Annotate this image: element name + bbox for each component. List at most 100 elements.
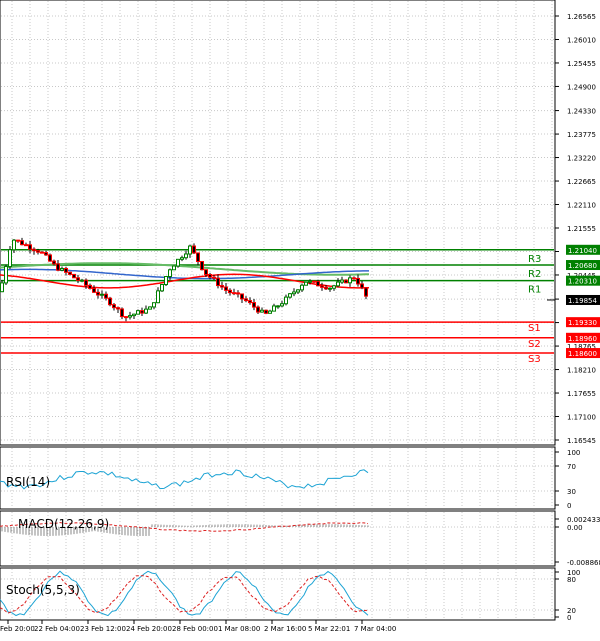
rsi-panel[interactable]: RSI(14) [0,446,556,510]
time-tick-label: 7 Mar 04:00 [354,625,396,633]
axis-tick-label: 100 [567,449,580,457]
price-tick-label: 1.23775 [567,131,596,139]
s2-price-text: 1.18960 [568,335,597,343]
macd-label: MACD(12,26,9) [18,517,109,531]
candle-body [208,273,212,278]
price-tick-label: 1.24900 [567,83,596,91]
price-panel[interactable]: R3 R2 R1 S1 S2 S3 [0,0,556,446]
candle-body [296,289,300,293]
axis-tick-label: 80 [567,576,576,584]
candle-body [276,305,280,308]
s1-label: S1 [528,323,541,334]
candle-body [84,279,88,286]
candle-body [64,267,68,273]
candle-body [328,287,332,290]
macd-signal-line [0,521,369,532]
candle-body [44,252,48,256]
candle-body [224,286,228,291]
candle-body [324,286,328,290]
candlesticks [0,237,368,322]
candle-body [336,281,340,287]
s3-price-text: 1.18600 [568,350,597,358]
r3-label: R3 [528,254,541,265]
time-tick-label: Feb 20:00 [0,625,35,633]
candle-body [172,265,176,271]
candle-body [80,279,84,282]
candle-body [176,258,180,267]
price-tick-label: 1.26565 [567,13,596,21]
candle-body [8,249,12,268]
candle-body [316,280,320,287]
candle-body [188,245,192,255]
current-price-tag [566,294,600,305]
candle-body [320,285,324,288]
candle-body [304,281,308,286]
price-tick-label: 1.22665 [567,178,596,186]
axis-tick-label: 70 [567,463,576,471]
candle-body [100,293,104,296]
price-tick-label: 1.17655 [567,390,596,398]
r1-price-text: 1.20310 [568,278,597,286]
candle-body [28,244,32,250]
candle-body [192,245,196,254]
r1-price-tag [566,275,600,286]
axis-tick-label: 0 [567,614,571,622]
candle-body [116,307,120,310]
candle-body [104,293,108,299]
price-tick-label: 1.16545 [567,437,596,445]
time-tick-label: 28 Feb 00:00 [172,625,218,633]
r2-label: R2 [528,269,541,280]
stoch-panel[interactable]: Stoch(5,5,3) [0,567,556,621]
price-tick-label: 1.25455 [567,60,596,68]
candle-body [212,276,216,279]
price-grid [1,1,554,444]
candle-body [216,277,220,287]
candle-body [128,315,132,318]
candle-body [312,280,316,283]
candle-body [284,296,288,305]
candle-body [196,252,200,263]
candle-body [180,257,184,260]
axis-tick-label: 30 [567,488,576,496]
time-tick-label: 24 Feb 20:00 [126,625,172,633]
candle-body [228,289,232,294]
price-tick-label: 1.21555 [567,225,596,233]
candle-body [132,313,136,317]
candle-body [52,260,56,265]
candle-body [164,276,168,286]
price-axis: 1.26565 1.26010 1.25455 1.24900 1.24330 1.237… [547,13,600,445]
candle-body [264,309,268,314]
time-tick-label: 1 Mar 08:00 [218,625,260,633]
stoch-d-line [0,575,369,614]
pivot-levels: R3 R2 R1 S1 S2 S3 [1,249,554,365]
s2-label: S2 [528,339,541,350]
candle-body [40,251,44,254]
candle-body [160,284,164,292]
candle-body [76,277,80,281]
candle-body [360,283,364,289]
s1-price-text: 1.19330 [568,319,597,327]
s3-price-tag [566,348,600,359]
candle-body [344,279,348,284]
candle-body [12,239,16,251]
r3-price-text: 1.21040 [568,247,597,255]
candle-body [348,277,352,284]
candle-body [168,269,172,278]
stoch-label: Stoch(5,5,3) [6,583,80,597]
rsi-line [0,469,369,490]
axis-tick-label: 100 [567,569,580,577]
candle-body [20,240,24,246]
candle-body [220,285,224,288]
r2-price-text: 1.20680 [568,262,597,270]
candle-body [144,308,148,314]
candle-body [204,269,208,275]
candle-body [108,297,112,306]
time-tick-label: 22 Feb 04:00 [34,625,80,633]
macd-panel[interactable]: MACD(12,26,9) [0,510,556,567]
time-tick-label: 5 Mar 22:01 [308,625,350,633]
candle-body [48,254,52,262]
candle-body [232,292,236,295]
candle-body [72,273,76,279]
